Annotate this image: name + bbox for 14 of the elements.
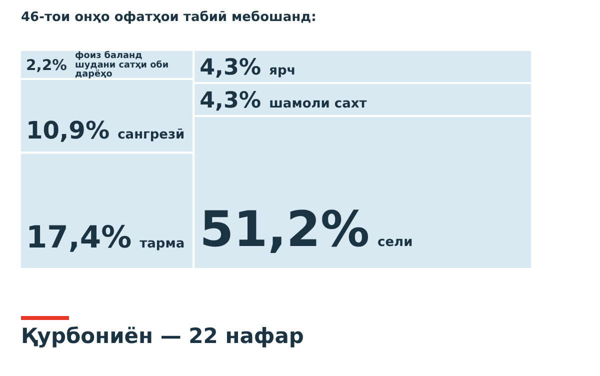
- data-label: 2,2%: [26, 56, 68, 74]
- data-label: 4,3%: [200, 54, 262, 80]
- text: 46-тои онҳо офатҳои табиӣ мебошанд:: [21, 10, 316, 25]
- text: Қурбониён — 22 нафар: [21, 324, 304, 348]
- data-label: 4,3%: [200, 87, 262, 114]
- category-label: фоиз баланд шудани сатҳи оби дарёҳо: [74, 50, 169, 80]
- category-label: сели: [378, 235, 413, 250]
- data-label: 17,4%: [26, 220, 132, 256]
- category-label: сангрезӣ: [118, 128, 185, 143]
- category-label: тарма: [140, 236, 185, 252]
- category-label: шамоли сахт: [269, 96, 368, 112]
- data-label: 10,9%: [26, 116, 110, 145]
- data-label: 51,2%: [200, 201, 370, 258]
- category-label: ярч: [269, 63, 296, 78]
